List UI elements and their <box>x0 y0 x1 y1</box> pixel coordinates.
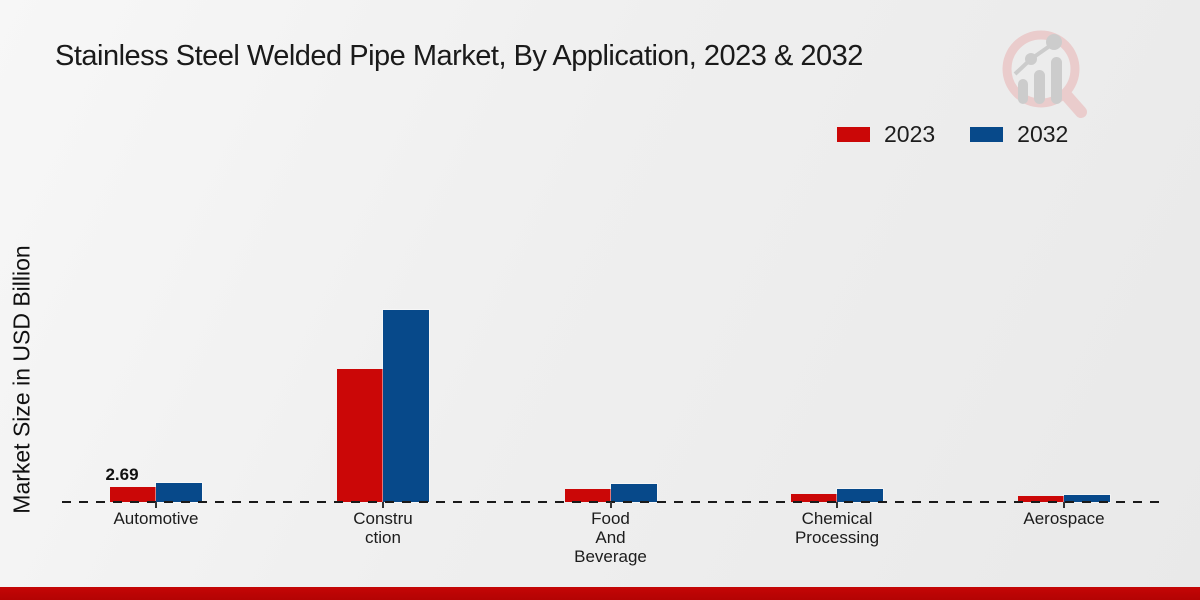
watermark-bar-icon <box>1034 70 1045 104</box>
legend-label-2023: 2023 <box>884 121 936 147</box>
market-research-watermark-logo <box>1002 30 1087 118</box>
bar-2023-construction <box>337 369 383 502</box>
magnifier-handle-icon <box>1060 89 1087 118</box>
category-label-construction: Constru ction <box>353 509 413 547</box>
bar-2032-automotive <box>156 482 202 502</box>
x-axis-tick <box>1063 502 1065 508</box>
bar-2023-automotive <box>110 487 156 502</box>
legend: 2023 2032 <box>837 121 1068 148</box>
bar-2032-food-and-beverage <box>610 483 657 502</box>
legend-label-2032: 2032 <box>1017 121 1069 147</box>
bar-2032-chemical-processing <box>837 488 883 502</box>
category-label-chemical-processing: Chemical Processing <box>794 509 880 547</box>
watermark-trend-dot-icon <box>1046 34 1062 50</box>
x-axis-tick <box>609 502 612 508</box>
bar-2023-chemical-processing <box>791 493 837 502</box>
category-label-automotive: Automotive <box>113 509 199 528</box>
bar-value-label: 2.69 <box>105 465 139 485</box>
category-label-food-and-beverage: Food And Beverage <box>574 509 647 566</box>
watermark-trend-dot-icon <box>1025 53 1037 65</box>
x-axis-tick <box>836 502 838 508</box>
bar-2032-aerospace <box>1064 494 1110 502</box>
watermark-bar-icon <box>1051 57 1062 104</box>
watermark-bar-icon <box>1018 79 1028 104</box>
x-axis-tick <box>155 502 157 508</box>
chart-title: Stainless Steel Welded Pipe Market, By A… <box>55 40 863 72</box>
legend-swatch-2032 <box>970 127 1004 142</box>
bar-2023-food-and-beverage <box>564 488 611 502</box>
bar-2032-construction <box>383 310 429 502</box>
footer-red-stripe <box>0 587 1200 600</box>
y-axis-label: Market Size in USD Billion <box>8 245 35 514</box>
bar-2023-aerospace <box>1018 496 1064 502</box>
category-label-aerospace: Aerospace <box>1023 509 1105 528</box>
legend-swatch-2023 <box>837 127 870 142</box>
legend-item-2032: 2032 <box>970 121 1068 148</box>
x-axis-tick <box>382 502 384 508</box>
legend-item-2023: 2023 <box>837 121 935 148</box>
